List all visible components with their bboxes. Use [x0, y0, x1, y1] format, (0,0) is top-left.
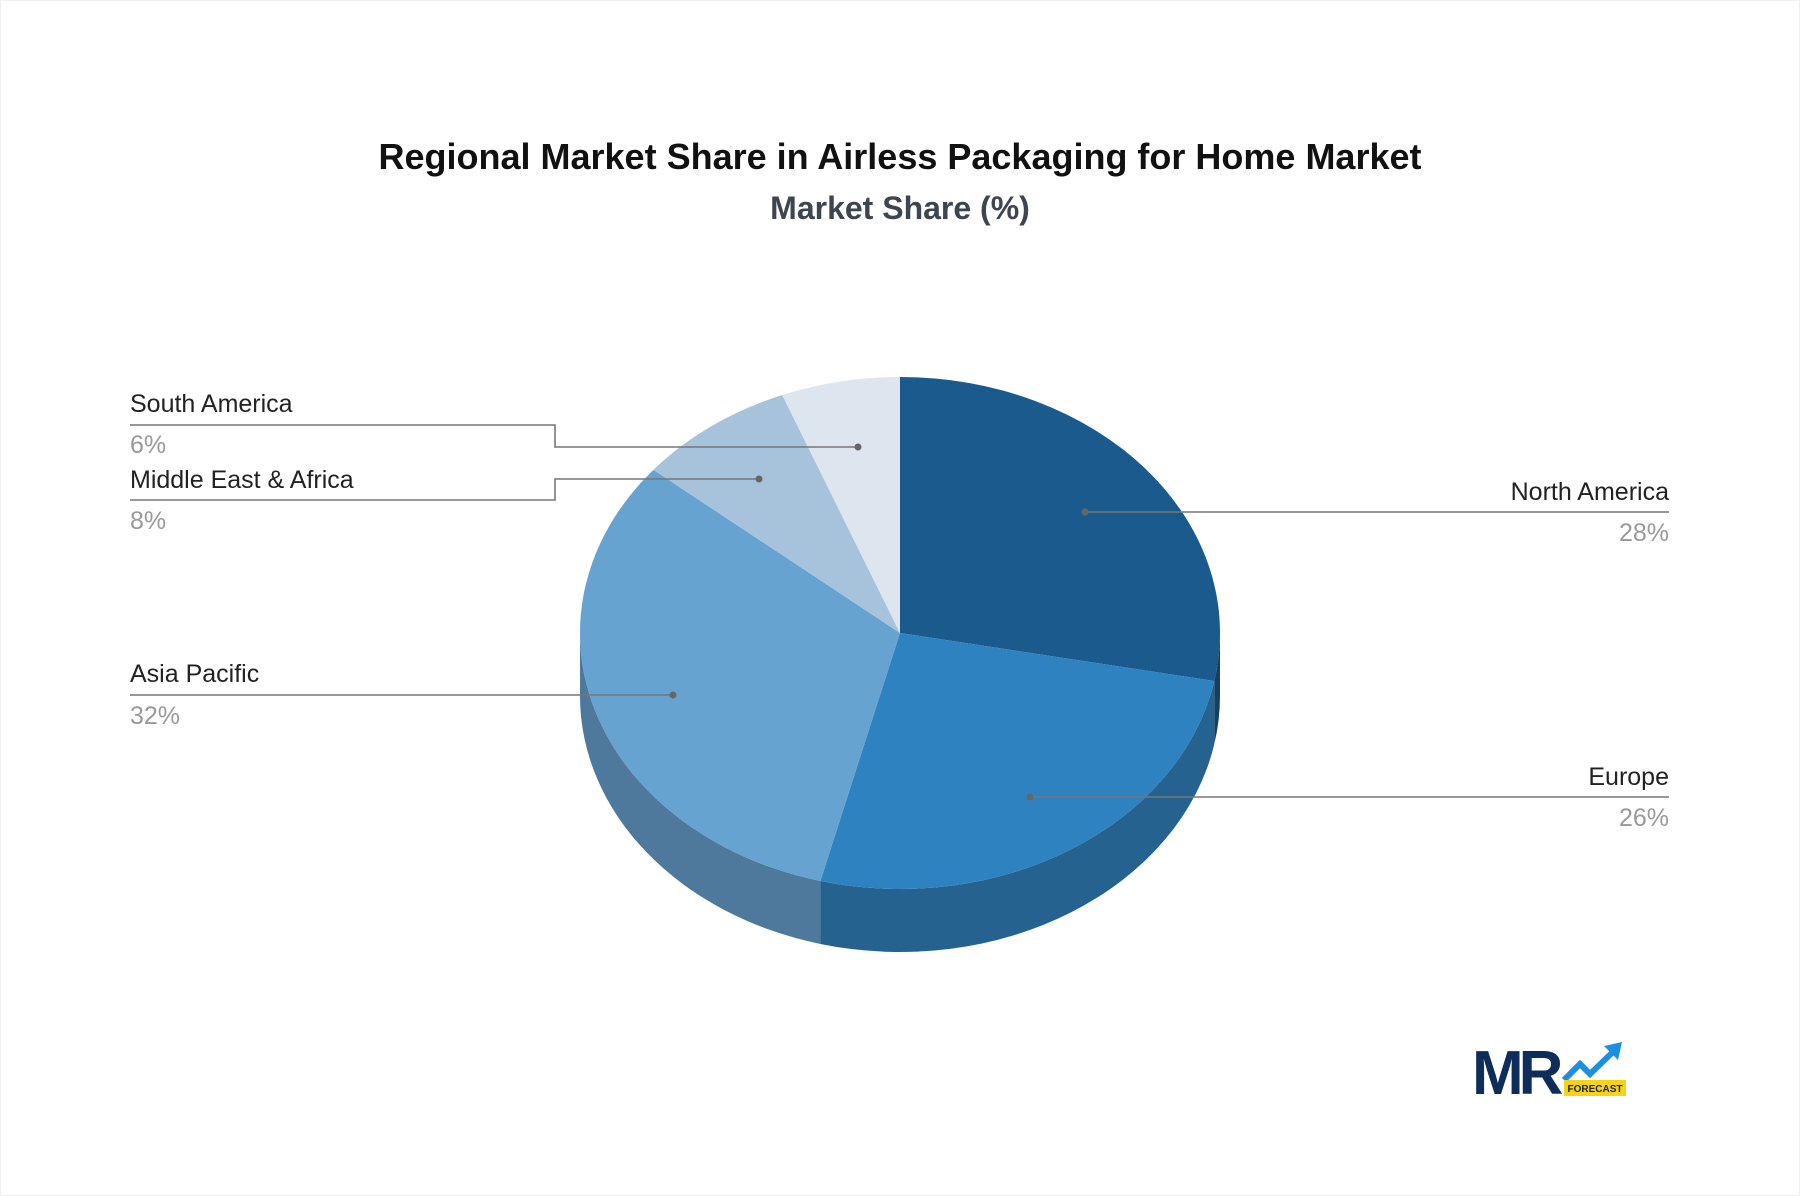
chart-title: Regional Market Share in Airless Packagi… [378, 136, 1422, 177]
label-asia-pacific: Asia Pacific [130, 660, 259, 688]
leader-dot-north-america [1081, 508, 1089, 516]
leader-dot-middle-east-africa [755, 475, 763, 483]
leader-dot-south-america [854, 443, 862, 451]
value-label-north-america: 28% [1619, 519, 1669, 547]
value-label-europe: 26% [1619, 804, 1669, 832]
pie-slice-south-america[interactable] [782, 377, 900, 633]
leader-dot-europe [1026, 793, 1034, 801]
pie-slice-middle-east-africa[interactable] [653, 394, 900, 633]
leader-dot-asia-pacific [669, 691, 677, 699]
label-middle-east-africa: Middle East & Africa [130, 466, 354, 494]
value-label-middle-east-africa: 8% [130, 507, 166, 535]
label-south-america: South America [130, 390, 293, 418]
pie-slice-north-america[interactable] [900, 377, 1220, 681]
pie-slice-asia-pacific[interactable] [579, 469, 900, 881]
leader-line-south-america [130, 424, 858, 448]
label-north-america: North America [1511, 478, 1669, 506]
value-label-asia-pacific: 32% [130, 702, 180, 730]
pie-slice-europe[interactable] [820, 633, 1215, 889]
mr-forecast-logo: MR FORECAST [1472, 1040, 1626, 1100]
label-europe: Europe [1588, 763, 1669, 791]
logo-tag: FORECAST [1568, 1084, 1623, 1095]
chart-subtitle: Market Share (%) [770, 190, 1030, 226]
value-label-south-america: 6% [130, 431, 166, 459]
logo-text: MR [1472, 1040, 1563, 1100]
pie-side-asia-pacific [580, 633, 821, 944]
leader-line-middle-east-africa [130, 478, 759, 501]
pie-side-europe [820, 680, 1215, 952]
pie-side-north-america [1214, 633, 1220, 744]
